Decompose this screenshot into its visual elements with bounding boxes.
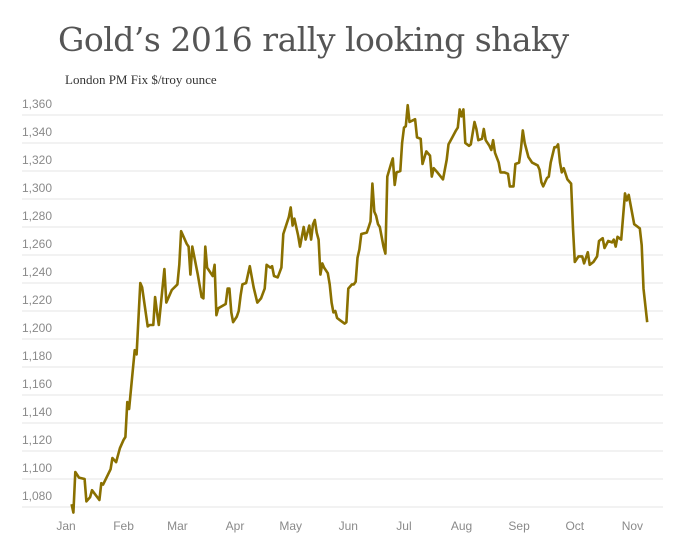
gridlines (22, 114, 663, 508)
x-tick-label: Jul (396, 519, 411, 533)
x-tick-label: Mar (167, 519, 188, 533)
y-tick-label: 1,180 (22, 349, 52, 363)
y-tick-label: 1,260 (22, 237, 52, 251)
y-tick-label: 1,340 (22, 125, 52, 139)
y-tick-label: 1,240 (22, 265, 52, 279)
series-group (70, 103, 649, 514)
y-tick-label: 1,140 (22, 405, 52, 419)
chart-subtitle: London PM Fix $/troy ounce (65, 72, 217, 87)
x-tick-label: Jan (56, 519, 75, 533)
x-tick-label: Feb (113, 519, 134, 533)
x-tick-label: May (279, 519, 302, 533)
y-tick-label: 1,160 (22, 377, 52, 391)
y-tick-label: 1,120 (22, 433, 52, 447)
y-tick-label: 1,360 (22, 97, 52, 111)
price-line (70, 103, 649, 514)
y-axis: 1,080 1,100 1,120 1,140 1,160 1,180 1,200 1,220… (22, 97, 52, 503)
x-tick-label: Aug (451, 519, 472, 533)
y-tick-label: 1,300 (22, 181, 52, 195)
y-tick-label: 1,200 (22, 321, 52, 335)
x-tick-label: Sep (508, 519, 530, 533)
x-tick-label: Jun (339, 519, 358, 533)
y-tick-label: 1,220 (22, 293, 52, 307)
y-tick-label: 1,100 (22, 461, 52, 475)
y-tick-label: 1,320 (22, 153, 52, 167)
y-tick-label: 1,080 (22, 489, 52, 503)
x-tick-label: Oct (565, 519, 584, 533)
x-tick-label: Nov (622, 519, 643, 533)
x-tick-label: Apr (226, 519, 245, 533)
x-axis: Jan Feb Mar Apr May Jun Jul Aug Sep Oct Nov (56, 519, 643, 533)
y-tick-label: 1,280 (22, 209, 52, 223)
chart-title: Gold’s 2016 rally looking shaky (58, 20, 569, 59)
